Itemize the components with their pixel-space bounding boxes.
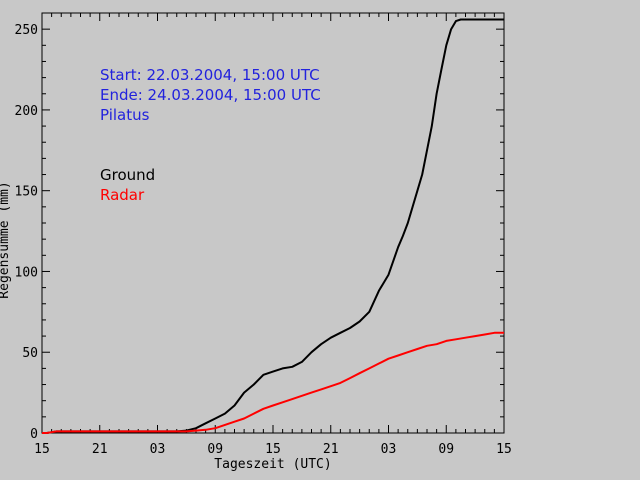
x-tick-label: 15 <box>496 442 512 457</box>
x-tick-label: 03 <box>381 442 397 457</box>
legend-ground: Ground <box>100 166 155 184</box>
x-tick-label: 21 <box>92 442 108 457</box>
legend-radar: Radar <box>100 186 145 204</box>
start-annotation: Start: 22.03.2004, 15:00 UTC <box>100 66 320 84</box>
y-tick-label: 250 <box>15 23 38 38</box>
x-tick-label: 15 <box>265 442 281 457</box>
annotations: Start: 22.03.2004, 15:00 UTC Ende: 24.03… <box>100 66 321 204</box>
x-tick-label: 03 <box>150 442 166 457</box>
y-tick-label: 200 <box>15 104 38 119</box>
y-tick-label: 50 <box>22 346 38 361</box>
x-axis-label: Tageszeit (UTC) <box>214 457 331 472</box>
x-tick-label: 15 <box>34 442 50 457</box>
y-tick-label: 100 <box>15 265 38 280</box>
y-axis-label: Regensumme (mm) <box>0 181 12 298</box>
series-line-radar <box>42 331 504 434</box>
axes: 0 50 100 150 200 250 15 21 03 09 15 21 03 09 15 <box>15 12 512 457</box>
series-lines <box>42 18 504 434</box>
end-annotation: Ende: 24.03.2004, 15:00 UTC <box>100 86 321 104</box>
y-tick-label: 0 <box>30 427 38 442</box>
y-tick-label: 150 <box>15 185 38 200</box>
x-tick-label: 21 <box>323 442 339 457</box>
station-annotation: Pilatus <box>100 106 150 124</box>
x-tick-label: 09 <box>438 442 454 457</box>
x-tick-label: 09 <box>207 442 223 457</box>
